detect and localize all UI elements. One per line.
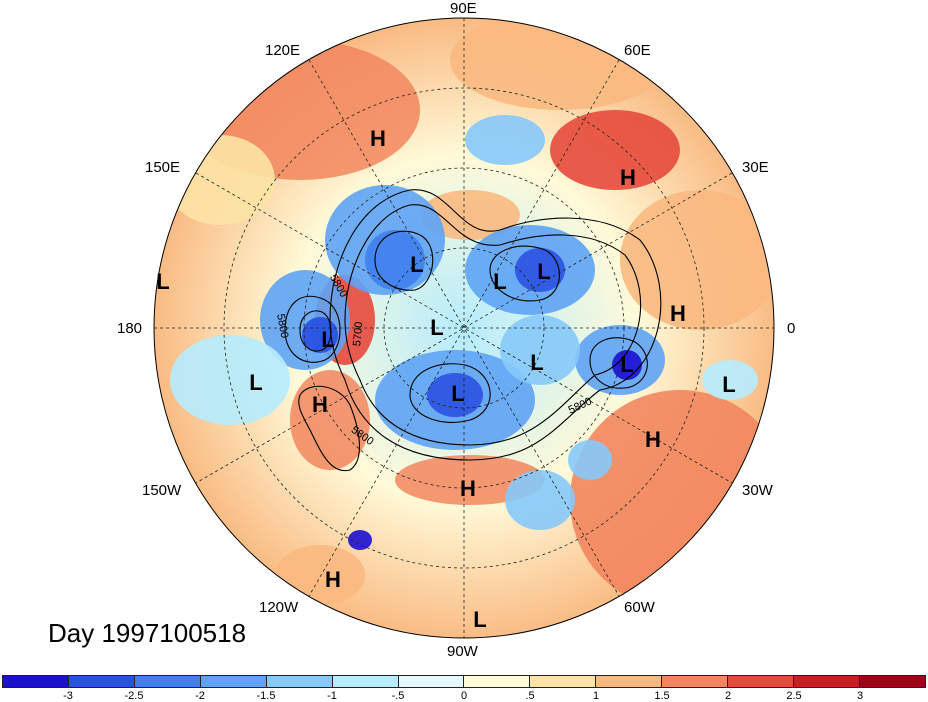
pressure-center-marker: L <box>321 327 335 352</box>
pressure-center-marker: L <box>493 269 507 294</box>
colorbar-segment <box>662 675 729 688</box>
pressure-center-marker: H <box>620 165 636 190</box>
colorbar-segment <box>332 675 399 688</box>
lon-label-30w: 30W <box>742 482 773 499</box>
colorbar-tick-label: -1.5 <box>256 690 276 702</box>
pressure-center-marker: L <box>156 269 170 294</box>
pressure-center-marker: L <box>530 350 544 375</box>
colorbar-tick-label: -.5 <box>391 690 405 702</box>
colorbar-segment <box>134 675 201 688</box>
colorbar-segment <box>596 675 663 688</box>
colorbar-segment <box>266 675 333 688</box>
date-title: Day 1997100518 <box>48 618 247 648</box>
colorbar-segment <box>859 675 926 688</box>
lon-label-0: 0 <box>787 320 796 337</box>
pressure-center-marker: L <box>722 372 736 397</box>
colorbar <box>2 675 926 688</box>
colorbar-tick-label: 0 <box>460 690 468 702</box>
colorbar-segment <box>68 675 135 688</box>
pressure-center-marker: H <box>312 392 328 417</box>
pressure-center-marker: L <box>473 607 487 632</box>
lon-label-90e: 90E <box>450 0 477 17</box>
pressure-center-marker: L <box>430 315 444 340</box>
pressure-center-marker: H <box>325 567 341 592</box>
lon-label-60w: 60W <box>624 599 655 616</box>
height-contours <box>284 189 662 472</box>
pressure-center-marker: L <box>451 381 465 406</box>
lon-label-60e: 60E <box>624 42 651 59</box>
colorbar-tick-label: 3 <box>856 690 864 702</box>
map-boundary <box>153 17 775 639</box>
colorbar-tick-label: 1 <box>592 690 600 702</box>
lon-label-90w: 90W <box>447 643 478 660</box>
pressure-center-marker: H <box>460 476 476 501</box>
pressure-center-marker: H <box>670 301 686 326</box>
colorbar-tick-label: -2 <box>195 690 205 702</box>
pressure-center-marker: L <box>410 252 424 277</box>
lon-label-150w: 150W <box>142 482 182 499</box>
pressure-center-marker: L <box>620 352 634 377</box>
colorbar-tick-label: 2.5 <box>786 690 802 702</box>
colorbar-tick-label: .5 <box>525 690 535 702</box>
lon-label-120e: 120E <box>265 42 301 59</box>
colorbar-segment <box>200 675 267 688</box>
colorbar-tick-label: -3 <box>63 690 73 702</box>
colorbar-segment <box>2 675 69 688</box>
colorbar-tick-label: 1.5 <box>654 690 670 702</box>
lon-label-30e: 30E <box>742 159 769 176</box>
colorbar-segment <box>530 675 597 688</box>
colorbar-segment <box>464 675 531 688</box>
lon-label-120w: 120W <box>259 599 299 616</box>
pressure-center-marker: H <box>370 126 386 151</box>
colorbar-tick-label: -2.5 <box>124 690 144 702</box>
colorbar-tick-label: -1 <box>327 690 337 702</box>
pressure-center-marker: H <box>645 427 661 452</box>
colorbar-tick-label: 2 <box>724 690 732 702</box>
lon-label-150e: 150E <box>145 159 181 176</box>
colorbar-segment <box>728 675 795 688</box>
colorbar-segment <box>398 675 465 688</box>
lon-label-180: 180 <box>117 320 143 337</box>
graticule <box>154 18 774 638</box>
pressure-center-marker: L <box>249 370 263 395</box>
contour-label: 5700 <box>351 321 366 347</box>
anomaly-field <box>154 18 774 638</box>
pressure-center-marker: L <box>537 259 551 284</box>
colorbar-segment <box>794 675 860 688</box>
